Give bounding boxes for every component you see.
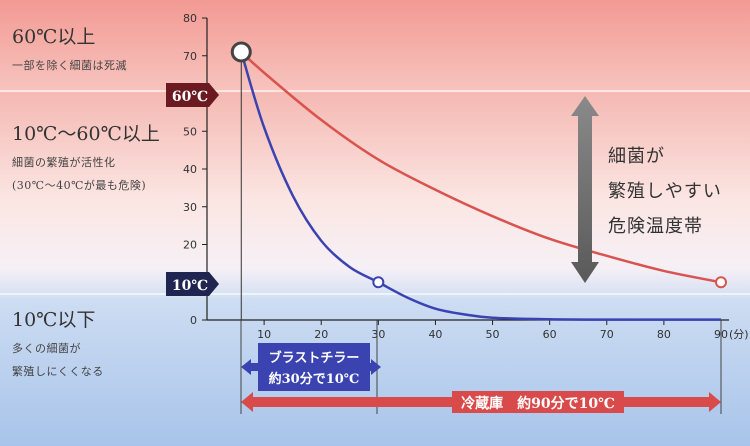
double-arrow-icon xyxy=(571,96,599,283)
blast-label-box xyxy=(258,343,370,391)
zone-low-note2: 繁殖しにくくなる xyxy=(12,365,104,378)
fridge-label: 冷蔵庫 約90分で10℃ xyxy=(461,395,615,412)
zone-high-note: 一部を除く細菌は死滅 xyxy=(12,59,127,72)
zone-mid-title: 10℃〜60℃以上 xyxy=(12,123,160,145)
badge-10-label: 10℃ xyxy=(172,278,208,294)
danger-text-line2: 繁殖しやすい xyxy=(608,181,722,202)
fridge-arrow: 冷蔵庫 約90分で10℃ xyxy=(241,391,721,413)
x-tick-label: 70 xyxy=(600,328,614,341)
badge-60-label: 60℃ xyxy=(172,89,208,105)
badge-60-shape xyxy=(166,83,219,107)
x-tick-label: 60 xyxy=(543,328,557,341)
danger-text-line1: 細菌が xyxy=(608,146,665,167)
y-tick-label: 40 xyxy=(183,163,197,176)
y-tick-label: 0 xyxy=(190,314,197,327)
zone-high-title: 60℃以上 xyxy=(12,26,96,48)
data-marker xyxy=(715,276,727,289)
series-layer xyxy=(240,51,722,321)
y-tick-label: 30 xyxy=(183,201,197,214)
blast-label-line1: ブラストチラー xyxy=(269,350,360,366)
x-tick-label: 30 xyxy=(371,328,385,341)
series-fridge-line xyxy=(240,51,722,284)
x-tick-label: 40 xyxy=(428,328,442,341)
danger-zone-arrow xyxy=(571,96,599,283)
x-tick-label: 50 xyxy=(486,328,500,341)
markers-layer xyxy=(230,41,727,289)
y-tick-label: 80 xyxy=(183,12,197,25)
x-unit-label: (分) xyxy=(729,328,749,341)
blast-label-line2: 約30分で10℃ xyxy=(269,371,360,387)
data-marker xyxy=(230,41,252,63)
badge-10-shape xyxy=(166,272,219,296)
fridge-label-box xyxy=(452,391,624,413)
badge-10: 10℃ xyxy=(166,272,219,296)
zone-mid-note1: 細菌の繁殖が活性化 xyxy=(12,156,116,169)
x-tick-label: 20 xyxy=(314,328,328,341)
y-tick-label: 20 xyxy=(183,239,197,252)
x-tick-label: 80 xyxy=(657,328,671,341)
data-marker xyxy=(372,276,385,289)
series-blast-chiller-line xyxy=(240,51,721,321)
danger-text-line3: 危険温度帯 xyxy=(608,216,703,237)
blast-chiller-arrow: ブラストチラー 約30分で10℃ xyxy=(241,343,381,391)
y-tick-label: 50 xyxy=(183,125,197,138)
y-tick-label: 70 xyxy=(183,50,197,63)
zone-low-title: 10℃以下 xyxy=(12,309,96,331)
x-tick-label: 10 xyxy=(257,328,271,341)
zone-mid-note2: (30℃〜40℃が最も危険) xyxy=(12,179,147,192)
zone-low-note1: 多くの細菌が xyxy=(12,342,81,355)
badge-60: 60℃ xyxy=(166,83,219,107)
